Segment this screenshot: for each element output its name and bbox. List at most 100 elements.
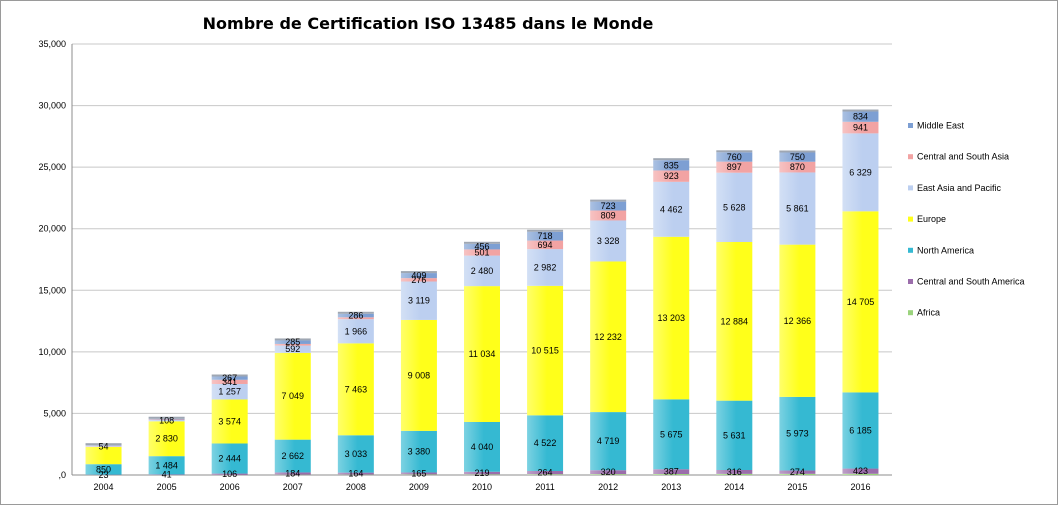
legend-label: North America (917, 245, 974, 255)
bar-cap (779, 150, 816, 153)
bar-segment (274, 439, 311, 473)
legend-label: Europe (917, 214, 946, 224)
bar-segment (148, 418, 185, 420)
data-label: 835 (664, 160, 679, 170)
data-label: 320 (601, 467, 616, 477)
data-label: 108 (159, 416, 174, 426)
bar-segment (400, 273, 437, 279)
x-tick-label: 2008 (346, 482, 366, 492)
data-label: 694 (538, 240, 553, 250)
data-label: 2 444 (218, 454, 241, 464)
data-label: 285 (285, 337, 300, 347)
bar-segment (337, 319, 374, 344)
bar-segment (716, 152, 753, 162)
bar-segment (400, 281, 437, 320)
data-label: 184 (285, 469, 300, 479)
legend-label: Central and South America (917, 277, 1025, 287)
x-tick-label: 2011 (535, 482, 554, 492)
bar-segment (842, 133, 879, 212)
bar-segment (464, 471, 500, 475)
data-label: 4 462 (660, 204, 683, 214)
bar-segment (716, 473, 753, 475)
bar-segment (590, 474, 627, 475)
bar-segment (400, 430, 437, 473)
bar-segment (211, 473, 248, 475)
data-label: 760 (727, 152, 742, 162)
data-label: 423 (853, 466, 868, 476)
data-label: 23 (99, 470, 109, 480)
bar-segment (211, 379, 248, 384)
bar-segment (653, 474, 690, 475)
data-label: 409 (411, 271, 426, 281)
bar-cap (653, 158, 690, 161)
bar-segment (527, 231, 564, 241)
data-label: 5 628 (723, 202, 746, 212)
y-tick-label: 10,000 (38, 347, 66, 357)
bar-segment (337, 343, 374, 436)
data-label: 276 (411, 275, 426, 285)
data-label: 941 (853, 123, 868, 133)
data-label: 897 (727, 162, 742, 172)
data-label: 164 (348, 469, 363, 479)
chart-title: Nombre de Certification ISO 13485 dans l… (202, 14, 654, 33)
data-label: 341 (222, 377, 237, 387)
data-label: 3 574 (218, 416, 241, 426)
bar-segment (400, 319, 437, 431)
data-label: 316 (727, 467, 742, 477)
bar-segment (337, 472, 374, 475)
bar-segment (274, 472, 311, 475)
bar-segment (211, 383, 248, 400)
bar-segment (337, 313, 374, 318)
bar-segment (653, 181, 690, 237)
data-label: 501 (474, 247, 489, 257)
data-label: 3 119 (408, 296, 430, 306)
bar-segment (400, 472, 437, 475)
bar-cap (716, 150, 753, 153)
bar-segment (464, 286, 500, 422)
bar-segment (779, 161, 816, 173)
legend-label: Africa (917, 308, 940, 318)
legend-swatch (908, 279, 913, 284)
data-label: 14 705 (847, 297, 875, 307)
bar-segment (464, 243, 500, 250)
bar-segment (590, 261, 627, 413)
legend-swatch (908, 154, 913, 160)
data-label: 5 973 (786, 429, 809, 439)
bar-segment (274, 340, 311, 344)
data-label: 870 (790, 162, 805, 172)
bar-segment (653, 469, 690, 475)
bar-segment (842, 392, 879, 469)
bar-segment (653, 170, 690, 182)
data-label: 723 (601, 201, 616, 211)
y-tick-label: 25,000 (38, 162, 66, 172)
bar-segment (842, 468, 879, 474)
bar-segment (653, 160, 690, 171)
y-tick-label: 30,000 (38, 101, 66, 111)
data-label: 41 (162, 470, 172, 480)
legend-label: East Asia and Pacific (917, 183, 1002, 193)
bar-segment (464, 474, 500, 475)
data-label: 274 (790, 467, 805, 477)
data-label: 750 (790, 152, 805, 162)
data-label: 1 257 (218, 387, 241, 397)
data-label: 834 (853, 112, 868, 122)
bar-cap (85, 443, 122, 446)
bar-segment (779, 396, 816, 471)
data-label: 5 675 (660, 429, 683, 439)
data-label: 12 232 (594, 332, 622, 342)
bar-segment (779, 172, 816, 245)
bar-segment (716, 242, 753, 401)
y-tick-label: 35,000 (38, 39, 66, 49)
bar-cap (400, 271, 437, 274)
bar-segment (148, 419, 185, 422)
y-tick-label: 5,000 (43, 408, 66, 418)
bar-segment (590, 412, 627, 471)
data-label: 3 033 (345, 449, 368, 459)
bar-segment (85, 464, 122, 475)
bar-segment (148, 474, 185, 475)
data-label: 5 631 (723, 430, 746, 440)
bar-segment (653, 236, 690, 400)
legend-swatch (908, 123, 913, 128)
data-label: 11 034 (469, 349, 496, 359)
bar-segment (464, 249, 500, 256)
